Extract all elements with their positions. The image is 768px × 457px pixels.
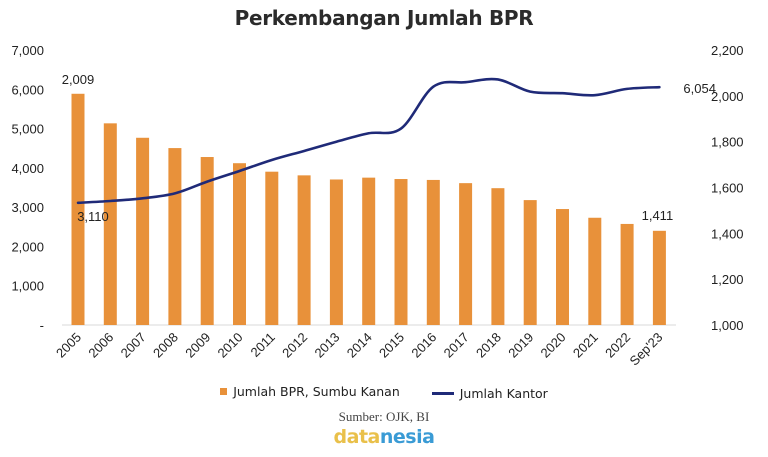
x-axis-tick: 2018 xyxy=(473,330,504,361)
x-axis-tick: 2009 xyxy=(182,330,213,361)
x-axis-tick: Sep'23 xyxy=(627,330,666,369)
datanesia-logo: datanesia xyxy=(0,426,768,448)
x-axis-tick: 2005 xyxy=(53,330,84,361)
data-label: 3,110 xyxy=(77,209,109,224)
x-axis-tick: 2010 xyxy=(215,330,246,361)
x-axis-tick: 2015 xyxy=(376,330,407,361)
x-axis-tick: 2021 xyxy=(570,330,601,361)
right-axis-tick: 1,600 xyxy=(711,181,744,196)
right-axis-tick: 2,200 xyxy=(711,43,744,58)
x-axis-tick: 2007 xyxy=(118,330,149,361)
data-label: 1,411 xyxy=(642,208,674,223)
bar-2015 xyxy=(394,179,408,325)
left-axis-tick: 4,000 xyxy=(11,161,44,176)
x-axis-tick: 2016 xyxy=(408,330,439,361)
chart-title: Perkembangan Jumlah BPR xyxy=(234,6,534,30)
legend-label: Jumlah BPR, Sumbu Kanan xyxy=(233,384,400,399)
x-axis-tick: 2013 xyxy=(311,330,342,361)
legend-label: Jumlah Kantor xyxy=(459,386,548,401)
bar-2007 xyxy=(136,137,150,325)
legend-item-kantor: Jumlah Kantor xyxy=(431,386,548,401)
bar-2005 xyxy=(71,93,85,325)
bar-2008 xyxy=(168,148,182,325)
x-axis-tick: 2011 xyxy=(248,330,278,360)
right-axis-tick: 1,000 xyxy=(711,318,744,333)
logo-part-1: data xyxy=(333,426,381,448)
x-axis-tick: 2012 xyxy=(279,330,310,361)
bar-2009 xyxy=(200,157,214,325)
bar-2011 xyxy=(265,171,279,325)
legend: Jumlah BPR, Sumbu Kanan Jumlah Kantor xyxy=(0,383,768,401)
source-note: Sumber: OJK, BI xyxy=(338,409,430,424)
bar-2006 xyxy=(103,123,117,325)
legend-swatch-bar xyxy=(220,388,228,395)
legend-swatch-line xyxy=(431,392,454,395)
left-axis-tick: 7,000 xyxy=(11,43,44,58)
x-axis-tick: 2017 xyxy=(441,330,472,361)
left-axis-tick: 6,000 xyxy=(11,82,44,97)
bar-2013 xyxy=(329,179,343,325)
right-axis-tick: 1,200 xyxy=(711,272,744,287)
legend-item-bpr: Jumlah BPR, Sumbu Kanan xyxy=(220,384,400,399)
bar-2014 xyxy=(362,177,376,325)
left-axis-tick: - xyxy=(40,318,44,333)
bar-2010 xyxy=(233,163,246,325)
logo-part-2: nesia xyxy=(379,426,435,448)
left-axis-tick: 1,000 xyxy=(11,279,44,294)
bar-2018 xyxy=(491,188,505,325)
bar-2019 xyxy=(523,200,537,325)
bar-2020 xyxy=(556,209,569,325)
x-axis-tick: 2006 xyxy=(85,330,116,361)
left-axis-tick: 5,000 xyxy=(11,122,44,137)
bar-2021 xyxy=(588,217,602,325)
right-axis-tick: 1,800 xyxy=(711,135,744,150)
bar-2022 xyxy=(620,223,634,325)
data-label: 6,054 xyxy=(683,81,716,96)
bar-2016 xyxy=(426,179,440,325)
bar-Sep'23 xyxy=(652,230,666,325)
right-axis-tick: 1,400 xyxy=(711,226,744,241)
x-axis-tick: 2019 xyxy=(505,330,536,361)
x-axis-tick: 2014 xyxy=(344,330,375,361)
data-label: 2,009 xyxy=(62,72,95,87)
right-axis-tick: 2,000 xyxy=(711,89,744,104)
x-axis-tick: 2008 xyxy=(150,330,181,361)
bar-2012 xyxy=(297,175,311,325)
bar-2017 xyxy=(459,183,473,325)
x-axis-tick: 2020 xyxy=(538,330,569,361)
left-axis-tick: 2,000 xyxy=(11,239,44,254)
left-axis-tick: 3,000 xyxy=(11,200,44,215)
